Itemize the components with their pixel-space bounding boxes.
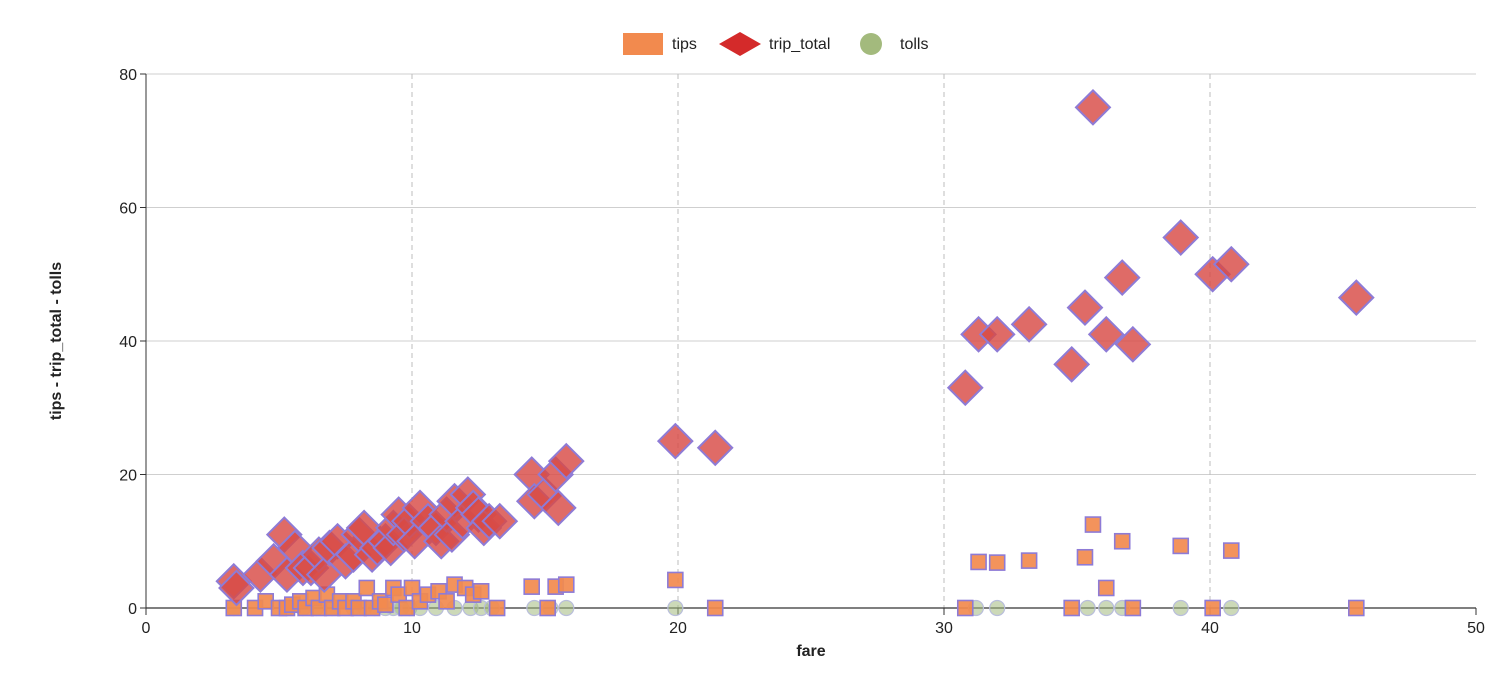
tips-point [988,554,1006,571]
tips-point [1172,537,1190,555]
trip-total-point [1114,325,1152,363]
legend-swatch-tolls [860,33,882,55]
tips-point [956,599,974,617]
trip-total-point [1087,315,1125,353]
x-tick-label: 10 [403,620,421,637]
legend-swatch-trip-total [719,32,761,56]
tips-point [1124,599,1142,617]
tips-point [358,579,376,597]
trip-total-point [1010,305,1048,343]
tips-point [488,599,506,617]
trip-total-point [656,422,694,460]
tolls-point [667,599,684,617]
trip-total-point [1103,259,1141,297]
legend: tips trip_total tolls [623,32,928,56]
legend-label-trip-total: trip_total [769,36,830,53]
legend-label-tolls: tolls [900,36,928,53]
series-trip-total [215,88,1375,607]
tips-point [1020,552,1038,569]
tips-point [970,553,987,571]
tips-point [539,599,556,617]
trip-total-point [1162,219,1200,256]
tolls-point [1079,599,1096,617]
y-tick-label: 80 [119,67,137,84]
tolls-point [1223,599,1240,617]
tips-point [523,578,541,595]
trip-total-point [696,429,734,467]
tips-point [557,576,575,593]
tips-point [1063,599,1080,617]
legend-item-tolls: tolls [860,33,928,55]
x-tick-label: 40 [1201,620,1219,637]
legend-label-tips: tips [672,36,697,53]
legend-swatch-tips [623,33,663,55]
trip-total-point [1053,345,1091,383]
trip-total-point [946,369,984,407]
trip-total-point [539,489,577,527]
trip-total-point [218,569,255,607]
tips-point [1097,579,1115,597]
trip-total-point [1074,88,1112,126]
tips-point [472,583,490,600]
tolls-point [989,599,1006,617]
tips-point [377,596,394,613]
y-tick-label: 60 [119,201,137,218]
trip-total-point [1212,245,1250,283]
tolls-point [558,599,575,617]
x-axis-title: fare [796,643,825,660]
tips-point [1222,542,1240,559]
x-tick-label: 0 [142,620,151,637]
tolls-point [1172,599,1189,617]
tips-point [667,571,684,589]
x-tick-label: 30 [935,620,953,637]
y-axis-title: tips - trip_total - tolls [48,262,65,420]
tips-point [1084,516,1102,533]
trip-total-point [547,442,585,480]
trip-total-point [481,502,519,540]
trip-total-point [1337,279,1375,317]
tips-point [1076,548,1094,566]
trip-total-point [978,315,1016,353]
x-tick-label: 50 [1467,620,1485,637]
series-layer [215,88,1375,617]
y-tick-label: 40 [119,334,137,351]
trip-total-point [1066,289,1104,327]
legend-item-tips: tips [623,33,697,55]
y-tick-label: 0 [128,601,137,618]
tips-point [438,593,455,610]
tips-point [1113,532,1131,550]
tips-point [706,599,724,617]
y-axis-ticks: 0 20 40 60 80 [119,67,146,618]
tips-point [1204,599,1221,617]
x-tick-label: 20 [669,620,687,637]
series-tips [225,516,1365,617]
legend-item-trip-total: trip_total [719,32,830,56]
tips-point [1348,599,1365,617]
grid-lines [146,73,1476,608]
tolls-point [1098,599,1115,617]
y-tick-label: 20 [119,468,137,485]
